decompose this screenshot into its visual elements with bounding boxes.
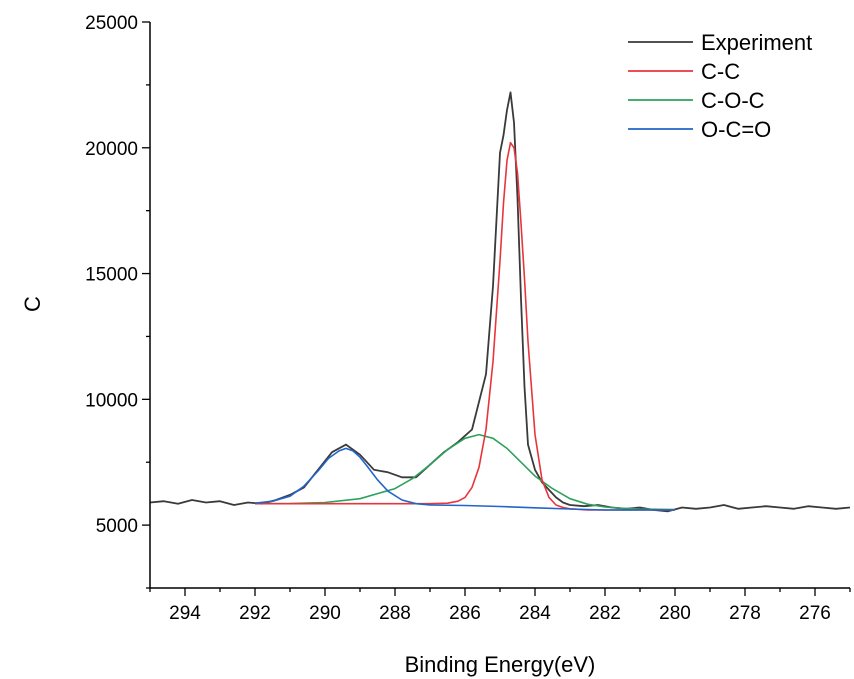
x-tick-label: 282 [589, 603, 621, 624]
series-line-c-c [255, 141, 675, 511]
x-tick-label: 288 [379, 603, 411, 624]
x-tick-label: 290 [309, 603, 341, 624]
tick-labels: 5000 10000 15000 20000 25000 294 292 290 288 286 2… [85, 13, 831, 624]
series-line-o-c-o [254, 447, 675, 511]
x-tick-label: 278 [729, 603, 761, 624]
x-tick-label: 294 [169, 603, 201, 624]
x-tick-label: 292 [239, 603, 271, 624]
y-tick-label: 20000 [85, 139, 138, 160]
plot-lines [149, 91, 851, 513]
legend-label: Experiment [701, 30, 812, 55]
y-tick-label: 15000 [85, 265, 138, 286]
legend-label: O-C=O [701, 117, 771, 142]
y-axis-title: C [20, 296, 45, 312]
x-tick-label: 284 [519, 603, 551, 624]
series-line-experiment [149, 91, 851, 513]
axes [142, 21, 851, 596]
x-tick-label: 276 [799, 603, 831, 624]
y-tick-label: 5000 [96, 516, 138, 537]
x-axis-title: Binding Energy(eV) [405, 652, 596, 677]
legend-label: C-O-C [701, 88, 765, 113]
series-line-c-o-c [254, 433, 676, 511]
x-tick-label: 286 [449, 603, 481, 624]
legend: Experiment C-C C-O-C O-C=O [628, 30, 812, 142]
legend-label: C-C [701, 59, 740, 84]
x-tick-label: 280 [659, 603, 691, 624]
y-tick-label: 10000 [85, 390, 138, 411]
y-tick-label: 25000 [85, 13, 138, 34]
